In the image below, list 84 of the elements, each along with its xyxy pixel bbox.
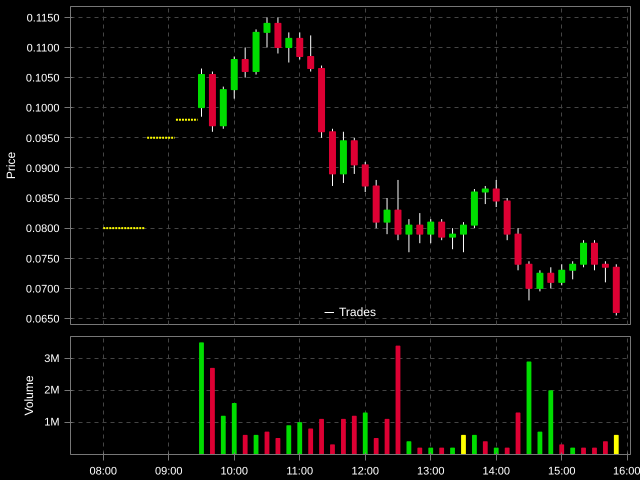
x-tick-label: 08:00: [89, 466, 118, 478]
text: Trades: [339, 305, 376, 319]
bar: [396, 346, 400, 454]
y-tick-label: 2M: [44, 384, 60, 397]
y-tick-label: 0.1150: [26, 12, 60, 24]
bar: [264, 432, 270, 454]
bar: [406, 441, 412, 454]
bar: [570, 448, 576, 454]
bar: [308, 428, 314, 454]
bar: [276, 438, 280, 454]
bar: [516, 412, 520, 454]
y-tick-label: 0.0950: [26, 132, 60, 145]
bar: [232, 402, 237, 454]
bar: [581, 448, 586, 454]
bar: [538, 432, 542, 454]
y-tick-label: 3M: [44, 352, 60, 365]
x-tick-label: 16:00: [612, 466, 640, 478]
x-tick-label: 14:00: [482, 466, 510, 478]
bar: [374, 438, 379, 454]
y-tick-label: 0.0650: [26, 313, 60, 326]
bar: [417, 448, 422, 454]
bar: [504, 448, 510, 454]
bar: [352, 416, 357, 454]
bar: [592, 448, 597, 454]
y-tick-label: 0.1100: [26, 42, 60, 54]
candlestick: [438, 218, 446, 241]
bar: [450, 448, 455, 454]
x-tick-label: 09:00: [154, 466, 183, 478]
bar: [603, 441, 608, 454]
y-tick-label: 0.0700: [26, 283, 60, 296]
y-tick-label: 0.0850: [26, 193, 60, 206]
x-tick-label: 12:00: [351, 466, 380, 478]
bar: [286, 425, 292, 454]
y-tick-label: 0.1050: [26, 72, 60, 85]
candlestick: [427, 218, 434, 244]
x-tick-label: 10:00: [220, 466, 248, 478]
y-axis-title: Volume: [22, 375, 36, 416]
x-tick-label: 11:00: [286, 466, 314, 478]
bar: [319, 418, 324, 454]
bar: [526, 362, 532, 454]
candlestick: [264, 16, 270, 48]
x-tick-label: 13:00: [416, 466, 444, 478]
y-tick-label: 1M: [44, 416, 60, 429]
bar: [341, 418, 346, 454]
candlestick: [449, 228, 456, 250]
bar: [362, 412, 368, 454]
bar: [614, 434, 619, 454]
x-tick-label: 15:00: [548, 466, 576, 478]
candlestick: [460, 222, 467, 253]
bar: [330, 444, 335, 454]
candlestick: [296, 32, 304, 60]
candlestick: [569, 260, 576, 280]
y-tick-label: 0.0750: [26, 253, 60, 266]
bar: [220, 416, 226, 454]
y-tick-label: 0.0900: [26, 162, 60, 175]
bar: [461, 434, 466, 454]
candlestick: [242, 46, 249, 78]
candlestick: [362, 161, 369, 192]
bar: [384, 418, 390, 454]
candlestick: [547, 266, 554, 289]
candlestick: [558, 264, 566, 286]
candlestick: [482, 185, 489, 205]
candlestick: [590, 240, 598, 271]
bar: [482, 441, 488, 454]
candlestick: [307, 34, 314, 72]
y-axis-title: Price: [4, 152, 18, 180]
y-tick-label: 0.1000: [26, 102, 60, 115]
bar: [472, 434, 477, 454]
bar: [548, 390, 554, 454]
bar: [254, 434, 258, 454]
bar: [242, 434, 248, 454]
candlestick: [602, 260, 609, 283]
y-tick-label: 0.0800: [26, 223, 60, 236]
candlestick: [580, 240, 588, 268]
candlestick: [492, 179, 500, 208]
bar: [199, 342, 204, 454]
bar: [297, 422, 302, 454]
candlestick: [416, 212, 424, 244]
candlestick: [285, 32, 292, 64]
candlestick: [405, 218, 412, 253]
bar: [439, 448, 444, 454]
candlestick: [384, 198, 391, 235]
candlestick: [536, 270, 544, 292]
bar: [210, 368, 215, 454]
